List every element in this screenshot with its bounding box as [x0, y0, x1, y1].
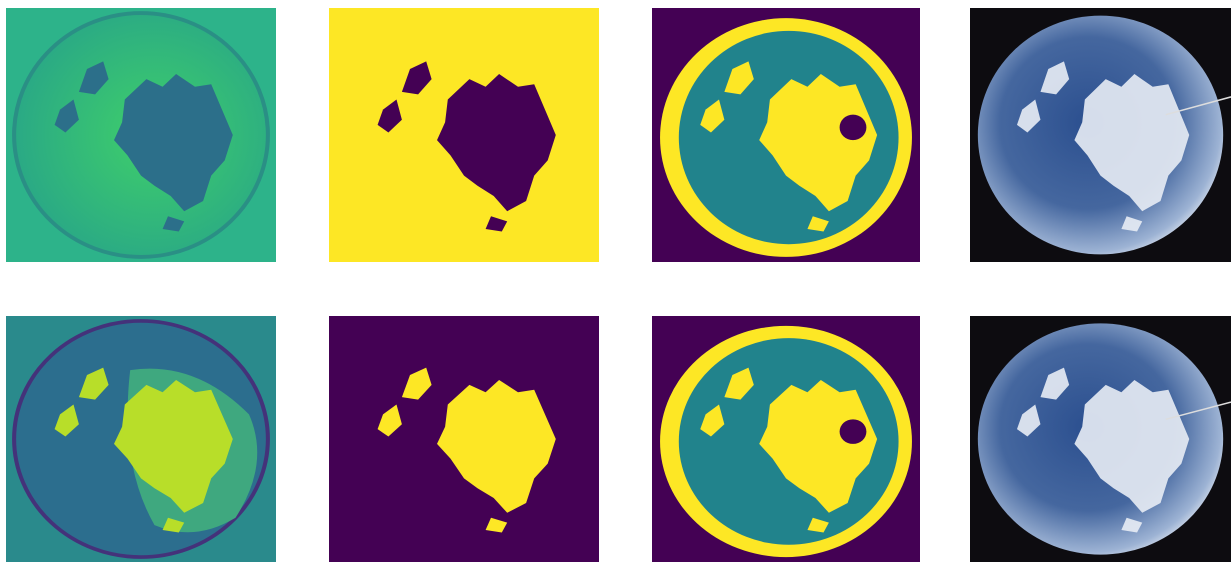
- segmentation-a: [652, 8, 920, 262]
- segmentation-b: [652, 316, 920, 562]
- sky-image-b: [970, 316, 1231, 562]
- feature-map-b: [6, 316, 276, 562]
- binary-mask-b: [329, 316, 599, 562]
- figure: [0, 0, 1231, 564]
- sky-image-a: [970, 8, 1231, 262]
- feature-map-a: [6, 8, 276, 262]
- binary-mask-a: [329, 8, 599, 262]
